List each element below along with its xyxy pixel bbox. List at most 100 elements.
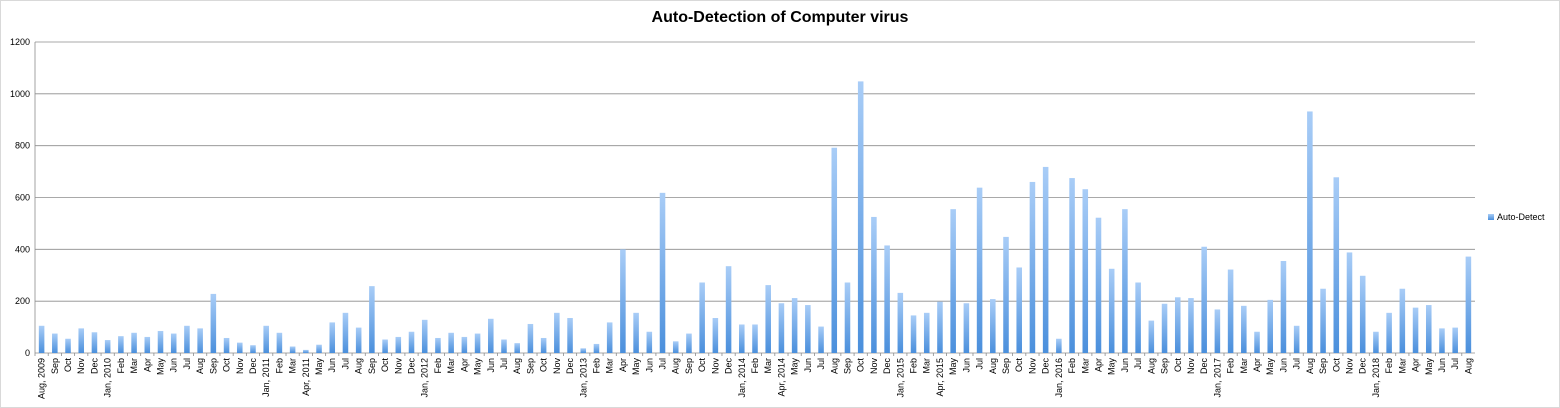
x-tick-label: Aug — [1305, 358, 1315, 374]
y-tick-label: 0 — [25, 348, 30, 358]
bar-series — [38, 81, 1472, 353]
bar — [1108, 268, 1115, 353]
x-tick-label: Apr, 2014 — [776, 358, 786, 397]
bar — [421, 319, 428, 353]
bar — [923, 312, 930, 353]
bar — [765, 285, 771, 353]
bar — [699, 282, 705, 353]
bar — [1346, 252, 1353, 353]
legend-label: Auto-Detect — [1497, 212, 1545, 222]
bar — [884, 245, 890, 353]
x-tick-label: Apr — [1411, 358, 1421, 372]
x-tick-label: Feb — [274, 358, 284, 374]
bar — [818, 326, 824, 353]
x-tick-label: Dec — [882, 358, 892, 375]
bar — [144, 336, 151, 353]
bar — [606, 322, 613, 353]
x-tick-label: Oct — [697, 358, 707, 373]
x-tick-label: Jan, 2014 — [737, 358, 747, 398]
x-tick-label: Nov — [235, 358, 245, 375]
bar — [1148, 320, 1155, 353]
bar — [620, 249, 626, 353]
bar — [1016, 267, 1022, 353]
x-tick-label: Dec — [565, 358, 575, 375]
x-tick-label: Mar — [129, 358, 139, 374]
x-tick-label: Mar — [763, 358, 773, 374]
x-tick-label: May — [1265, 358, 1275, 376]
x-tick-label: Jan, 2017 — [1212, 358, 1222, 398]
x-tick-label: Apr — [142, 358, 152, 372]
bar — [1373, 331, 1379, 353]
y-tick-label: 400 — [15, 244, 30, 254]
bar — [791, 298, 798, 353]
x-tick-label: Nov — [393, 358, 403, 375]
bar — [170, 333, 177, 353]
x-tick-label: Apr — [1093, 358, 1103, 372]
bar — [303, 349, 309, 353]
x-tick-label: Sep — [1160, 358, 1170, 374]
x-tick-label: Jun — [644, 358, 654, 373]
bar — [1069, 178, 1075, 353]
bar — [1399, 288, 1406, 353]
x-tick-label: Mar — [605, 358, 615, 374]
bar — [1227, 269, 1234, 353]
bar — [778, 303, 785, 353]
x-tick-label: Feb — [909, 358, 919, 374]
bar — [1214, 309, 1221, 353]
x-tick-label: Jun — [1120, 358, 1130, 373]
bar — [1307, 111, 1313, 353]
x-tick-label: Aug — [829, 358, 839, 374]
x-tick-label: Nov — [1344, 358, 1354, 375]
x-tick-label: Nov — [1027, 358, 1037, 375]
bar — [501, 339, 507, 353]
x-tick-label: May — [948, 358, 958, 376]
bar — [184, 325, 190, 353]
x-tick-label: Jan, 2012 — [420, 358, 430, 398]
bar — [1161, 303, 1168, 353]
bar — [1293, 325, 1300, 353]
x-tick-label: Sep — [208, 358, 218, 374]
x-tick-label: Jul — [816, 358, 826, 370]
bar — [567, 318, 573, 353]
x-tick-label: Oct — [1173, 358, 1183, 373]
y-tick-label: 600 — [15, 193, 30, 203]
x-tick-label: Jul — [1292, 358, 1302, 370]
bar — [1465, 256, 1472, 353]
y-axis: 0 200 400 600 800 1000 1200 — [10, 37, 30, 358]
x-tick-label: Dec — [1199, 358, 1209, 375]
x-tick-label: Oct — [856, 358, 866, 373]
x-tick-label: May — [1107, 358, 1117, 376]
bar — [1452, 327, 1458, 353]
x-tick-label: Sep — [1001, 358, 1011, 374]
x-tick-label: Feb — [1384, 358, 1394, 374]
bar — [382, 339, 388, 353]
x-tick-label: Nov — [1186, 358, 1196, 375]
bar — [223, 337, 230, 353]
bar — [1056, 338, 1062, 353]
legend-swatch — [1488, 214, 1494, 220]
bar — [104, 340, 111, 353]
x-tick-label: Jul — [499, 358, 509, 370]
bar — [1320, 288, 1326, 353]
bar — [514, 343, 520, 353]
x-tick-label: Mar — [1080, 358, 1090, 374]
x-tick-label: Aug — [195, 358, 205, 374]
y-tick-label: 1200 — [10, 37, 30, 47]
bar — [805, 305, 811, 353]
bar — [646, 331, 653, 353]
x-tick-label: Feb — [1226, 358, 1236, 374]
x-tick-label: Mar — [1397, 358, 1407, 374]
x-tick-label: Jul — [340, 358, 350, 370]
x-tick-label: Oct — [380, 358, 390, 373]
bar — [131, 332, 137, 353]
bar — [857, 81, 864, 353]
bar — [197, 328, 203, 353]
x-tick-label: Oct — [1014, 358, 1024, 373]
bar — [435, 337, 441, 353]
x-tick-label: Feb — [1067, 358, 1077, 374]
bar — [1359, 275, 1366, 353]
x-tick-label: Jul — [1133, 358, 1143, 370]
bar — [1439, 328, 1445, 353]
x-tick-label: Jan, 2015 — [895, 358, 905, 398]
x-tick-label: Jan, 2013 — [578, 358, 588, 398]
